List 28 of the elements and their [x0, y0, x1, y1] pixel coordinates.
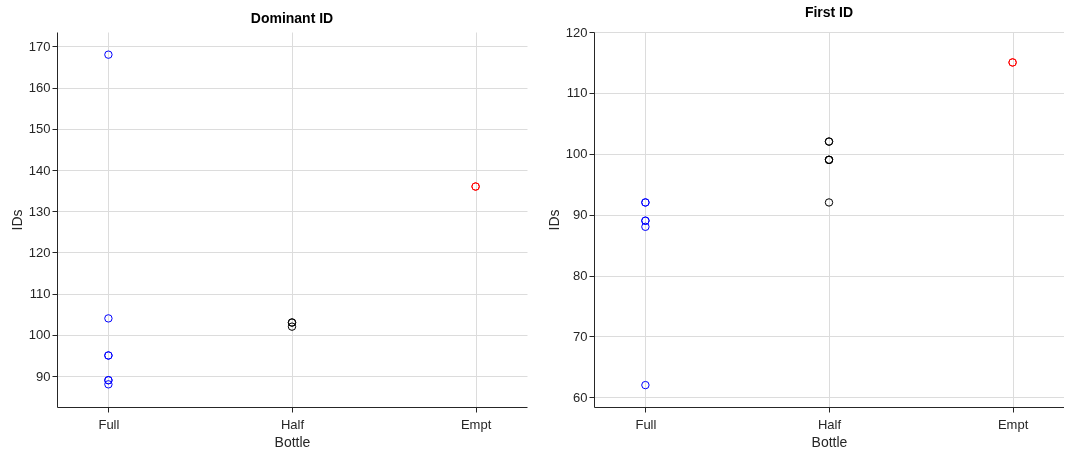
y-tick-label: 160: [28, 80, 51, 96]
chart-title: Dominant ID: [250, 10, 334, 26]
y-axis-title: IDs: [8, 209, 25, 231]
y-tick-label: 100: [565, 146, 588, 162]
y-tick-label: 110: [566, 85, 588, 101]
y-tick-label: 100: [28, 327, 51, 343]
x-tick-label: Empt: [460, 416, 492, 432]
y-tick-label: 130: [28, 203, 51, 219]
y-tick-label: 60: [573, 389, 588, 405]
x-tick-label: Half: [280, 416, 305, 432]
y-tick-label: 110: [29, 286, 51, 302]
y-tick-label: 170: [28, 38, 51, 54]
y-tick-label: 90: [573, 207, 588, 223]
y-tick-label: 120: [565, 24, 588, 40]
y-tick-label: 140: [28, 162, 51, 178]
x-tick-label: Half: [817, 416, 842, 432]
y-tick-label: 120: [28, 244, 51, 260]
x-axis-title: Bottle: [811, 433, 848, 450]
y-tick-label: 70: [573, 328, 588, 344]
x-tick-label: Empt: [997, 416, 1029, 432]
x-tick-label: Full: [98, 416, 120, 432]
x-axis-title: Bottle: [274, 433, 311, 450]
y-axis-title: IDs: [545, 209, 562, 231]
chart-title: First ID: [804, 4, 854, 20]
x-tick-label: Full: [635, 416, 657, 432]
y-tick-label: 90: [36, 368, 51, 384]
y-tick-label: 80: [573, 268, 588, 284]
y-tick-label: 150: [28, 121, 51, 137]
